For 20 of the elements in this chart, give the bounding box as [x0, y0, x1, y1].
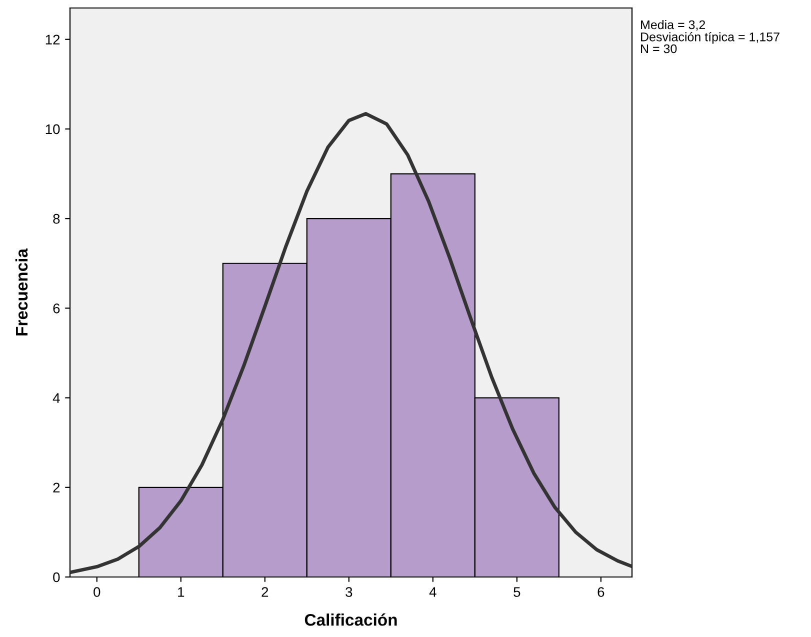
x-axis-title: Calificación	[304, 613, 397, 626]
x-tick-label: 6	[598, 587, 604, 597]
y-tick-label: 0	[53, 572, 60, 582]
y-axis-title: Frecuencia	[15, 248, 28, 336]
y-tick-label: 2	[53, 482, 60, 492]
text: N = 30	[641, 44, 677, 54]
x-tick-label: 1	[178, 587, 184, 597]
y-tick-label: 8	[53, 214, 60, 224]
x-tick-label: 3	[346, 587, 352, 597]
x-tick-label: 2	[262, 587, 268, 597]
text: Desviación típica = 1,157	[641, 32, 780, 44]
x-tick-label: 5	[514, 587, 520, 597]
text: Media = 3,2	[641, 20, 706, 31]
x-tick-label: 4	[429, 587, 436, 597]
y-tick-label: 10	[46, 124, 60, 134]
x-tick-label: 0	[94, 587, 100, 597]
y-tick-label: 12	[46, 34, 60, 44]
line-series	[70, 112, 632, 574]
y-tick-label: 6	[53, 304, 60, 314]
y-tick-label: 4	[52, 393, 60, 403]
